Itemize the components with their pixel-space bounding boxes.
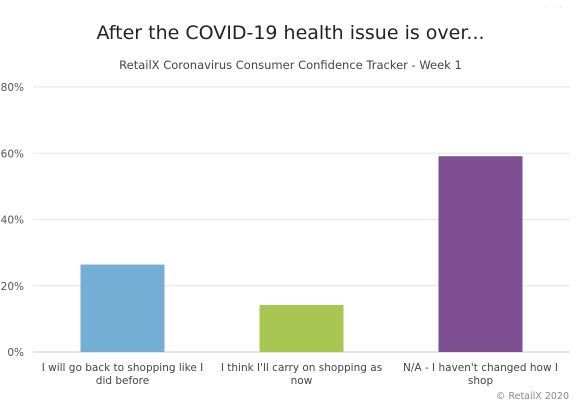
chart-subtitle: RetailX Coronavirus Consumer Confidence … — [119, 58, 462, 72]
x-category-label: did before — [96, 375, 149, 387]
x-category-label: I think I'll carry on shopping as — [221, 362, 382, 374]
chart-credits[interactable]: © RetailX 2020 — [495, 391, 569, 402]
chart-menu-icon[interactable]: · · · — [545, 3, 563, 12]
bar — [80, 264, 165, 352]
bar — [438, 156, 523, 352]
x-category-label: N/A - I haven't changed how I — [403, 362, 558, 374]
x-category-label: I will go back to shopping like I — [42, 362, 204, 374]
x-category-label: shop — [468, 375, 494, 387]
chart-title: After the COVID-19 health issue is over.… — [96, 22, 485, 44]
bar — [259, 304, 344, 352]
y-tick-label: 20% — [1, 281, 24, 293]
x-category-label: now — [291, 375, 313, 387]
y-tick-label: 60% — [1, 148, 24, 160]
y-tick-label: 80% — [1, 82, 24, 94]
y-tick-label: 0% — [7, 347, 24, 359]
y-tick-label: 40% — [1, 215, 24, 227]
